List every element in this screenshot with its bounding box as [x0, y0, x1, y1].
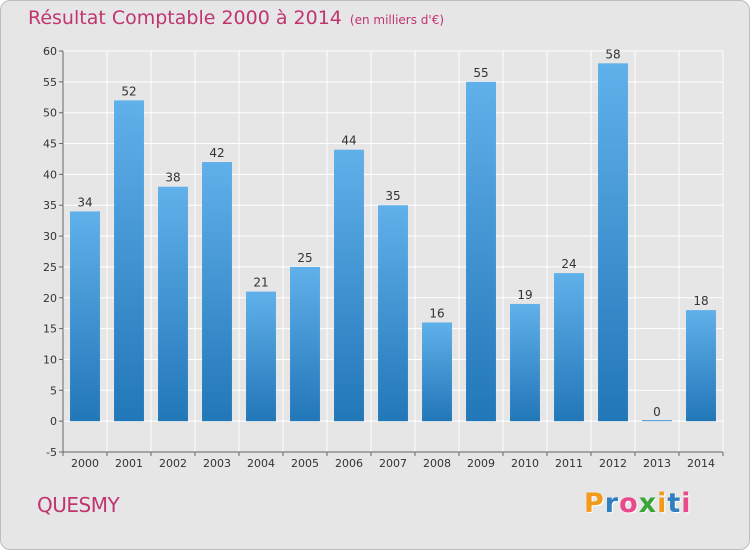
data-label-2012: 58: [605, 47, 620, 61]
data-label-2002: 38: [165, 171, 180, 185]
x-tick-label: 2001: [115, 457, 143, 470]
y-tick-label: 20: [43, 292, 57, 305]
bar-2007[interactable]: [378, 205, 408, 422]
logo-letter: P: [584, 488, 605, 519]
chart-title: Résultat Comptable 2000 à 2014 (en millie…: [28, 7, 444, 29]
bar-2010[interactable]: [510, 303, 540, 422]
y-tick-label: 15: [43, 323, 57, 336]
x-tick-label: 2008: [423, 457, 451, 470]
bar-2014[interactable]: [686, 310, 716, 422]
y-tick-label: 0: [50, 415, 57, 428]
data-labels: 34 52 38 42 21 25 44 35 16 55 19 24 58 0 18: [77, 47, 708, 419]
y-tick-label: 35: [43, 199, 57, 212]
x-tick-label: 2010: [511, 457, 539, 470]
data-label-2009: 55: [473, 66, 488, 80]
bar-2012[interactable]: [598, 63, 628, 422]
x-tick-label: 2007: [379, 457, 407, 470]
logo-letter: o: [619, 488, 639, 519]
bar-2009[interactable]: [466, 81, 496, 422]
axes: -5 0 5 10 15 20 25 30 35 40 45 50 55 60 2000 2001 2002 20…: [43, 45, 724, 470]
data-label-2006: 44: [341, 134, 356, 148]
bar-2013[interactable]: [642, 420, 672, 422]
y-tick-label: 50: [43, 107, 57, 120]
commune-name: QUESMY: [37, 493, 120, 517]
data-label-2014: 18: [693, 294, 708, 308]
logo-letter: r: [604, 488, 620, 519]
y-tick-label: 25: [43, 261, 57, 274]
data-label-2011: 24: [561, 257, 576, 271]
data-label-2001: 52: [121, 84, 136, 98]
x-tick-label: 2002: [159, 457, 187, 470]
x-tick-label: 2000: [71, 457, 99, 470]
x-tick-label: 2003: [203, 457, 231, 470]
x-tick-label: 2014: [687, 457, 715, 470]
y-tick-label: 5: [50, 384, 57, 397]
bars: [70, 63, 716, 422]
x-tick-label: 2009: [467, 457, 495, 470]
bar-2005[interactable]: [290, 266, 320, 422]
y-tick-label: 30: [43, 230, 57, 243]
data-label-2004: 21: [253, 276, 268, 290]
bar-2000[interactable]: [70, 211, 100, 422]
proxiti-logo[interactable]: Proxiti: [584, 488, 692, 519]
data-label-2003: 42: [209, 146, 224, 160]
y-tick-label: 55: [43, 76, 57, 89]
bar-2008[interactable]: [422, 322, 452, 422]
bar-2004[interactable]: [246, 291, 276, 422]
x-tick-label: 2004: [247, 457, 275, 470]
data-label-2010: 19: [517, 288, 532, 302]
data-label-2013: 0: [653, 405, 661, 419]
logo-letter: i: [657, 488, 668, 519]
y-tick-label: 10: [43, 353, 57, 366]
bar-2011[interactable]: [554, 273, 584, 422]
chart-title-text: Résultat Comptable 2000 à 2014: [28, 7, 342, 29]
logo-letter: i: [681, 488, 692, 519]
y-tick-label: 60: [43, 45, 57, 58]
y-tick-label: 40: [43, 168, 57, 181]
x-tick-label: 2011: [555, 457, 583, 470]
data-label-2007: 35: [385, 189, 400, 203]
y-tick-label: 45: [43, 138, 57, 151]
x-tick-label: 2013: [643, 457, 671, 470]
chart-unit: (en milliers d'€): [349, 13, 445, 27]
data-label-2008: 16: [429, 306, 444, 320]
logo-letter: t: [667, 488, 682, 519]
bar-2002[interactable]: [158, 186, 188, 422]
bar-2003[interactable]: [202, 162, 232, 422]
data-label-2000: 34: [77, 195, 92, 209]
y-tick-label: -5: [46, 446, 57, 459]
data-label-2005: 25: [297, 251, 312, 265]
x-tick-label: 2012: [599, 457, 627, 470]
bar-2001[interactable]: [114, 100, 144, 422]
x-tick-label: 2005: [291, 457, 319, 470]
x-tick-label: 2006: [335, 457, 363, 470]
bar-2006[interactable]: [334, 149, 364, 422]
logo-letter: x: [638, 488, 658, 519]
